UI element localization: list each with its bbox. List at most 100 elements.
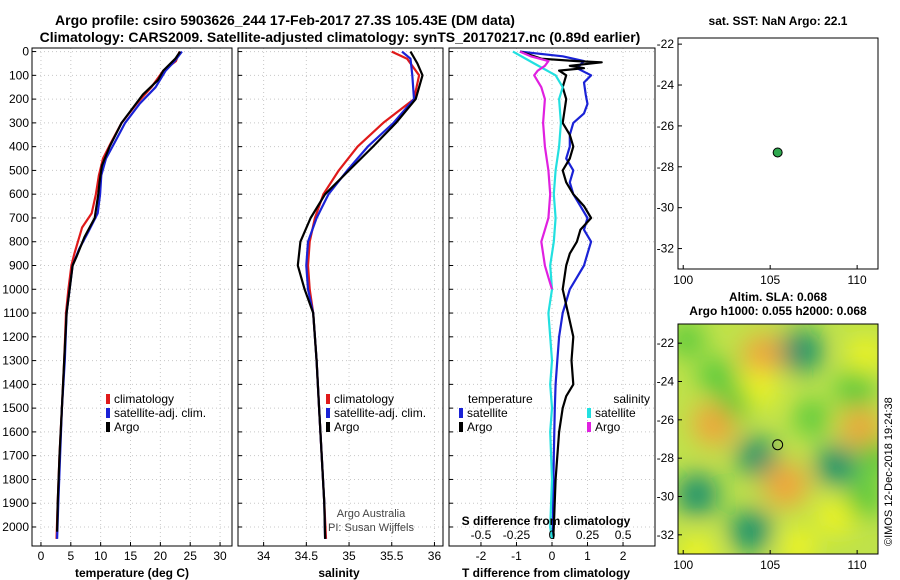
- depth-tick-label: 1800: [2, 472, 29, 486]
- salinity-x-ticks: 34 34.5 35 35.5 36: [257, 549, 442, 563]
- depth-tick-label: 1100: [3, 306, 29, 320]
- x-tick-label: 34.5: [295, 549, 319, 563]
- sla-blob: [780, 329, 823, 372]
- series-line-temperature-satellite: [519, 50, 593, 539]
- depth-tick-label: 1300: [2, 354, 29, 368]
- depth-tick-label: 300: [9, 116, 29, 130]
- sla-blob: [815, 445, 857, 487]
- depth-tick-label: 700: [9, 211, 29, 225]
- difference-panel: -2 -1 0 1 2 -0.5 -0.25 0 0.25 0.5 S difference f…: [448, 47, 656, 580]
- x-tick-label: 2: [620, 549, 627, 563]
- legend3-swatch-s-satellite: [587, 408, 591, 418]
- sla-blob: [780, 528, 816, 554]
- s-tick-label: 0: [549, 528, 556, 542]
- sla-blob: [818, 497, 855, 534]
- legend3-swatch-t-argo: [459, 422, 463, 432]
- series-line-argo: [296, 51, 424, 539]
- series-line-argo: [56, 50, 182, 532]
- sst-map-points: [772, 147, 783, 158]
- difference-s-ticks: -0.5 -0.25 0 0.25 0.5: [471, 528, 632, 542]
- lat-tick-label: -24: [657, 78, 675, 92]
- sst-map-ticks: 100 105 110 -22 -24 -26 -28 -30 -32: [657, 37, 867, 287]
- sla-heatmap-cells: [678, 324, 878, 554]
- depth-tick-label: 0: [22, 45, 29, 59]
- difference-legend: temperature salinity satellite Argo sate…: [459, 392, 650, 434]
- x-tick-label: 15: [124, 549, 138, 563]
- lon-tick-label: 105: [760, 273, 780, 287]
- x-tick-label: 35: [342, 549, 356, 563]
- salinity-series: [296, 50, 424, 539]
- sla-blob: [736, 436, 776, 476]
- sla-blob: [841, 408, 878, 447]
- legend3-swatch-s-argo: [587, 422, 591, 432]
- depth-tick-label: 1600: [2, 425, 29, 439]
- x-tick-label: 30: [213, 549, 227, 563]
- depth-tick-label: 1900: [2, 496, 29, 510]
- legend3-swatch-t-satellite: [459, 408, 463, 418]
- lat-tick-label: -30: [657, 201, 675, 215]
- lat-tick-label: -26: [657, 119, 675, 133]
- credit-line2: PI: Susan Wijffels: [328, 522, 414, 534]
- s-difference-axis-label: S difference from climatology: [462, 514, 631, 528]
- sla-heatmap: [678, 324, 878, 554]
- x-tick-label: 0: [38, 549, 45, 563]
- sla-blob: [678, 473, 719, 516]
- sla-blob: [678, 324, 704, 357]
- s-tick-label: -0.5: [471, 528, 492, 542]
- x-tick-label: 1: [584, 549, 591, 563]
- depth-tick-label: 1200: [2, 330, 29, 344]
- depth-tick-label: 800: [9, 235, 29, 249]
- legend3-header-salinity: salinity: [613, 392, 650, 406]
- figure-title-line2: Climatology: CARS2009. Satellite-adjuste…: [40, 29, 641, 45]
- temperature-axis-label: temperature (deg C): [75, 566, 189, 580]
- temperature-series: [55, 50, 183, 539]
- temperature-legend: climatology satellite-adj. clim. Argo: [106, 392, 206, 434]
- credit-line1: Argo Australia: [337, 508, 406, 520]
- float-position-marker: [772, 147, 783, 158]
- lat-tick-label: -30: [657, 490, 675, 504]
- lat-tick-label: -28: [657, 160, 675, 174]
- depth-tick-label: 2000: [2, 520, 29, 534]
- legend3-header-temperature: temperature: [468, 392, 533, 406]
- legend3-label-s-satellite: satellite: [595, 406, 636, 420]
- sla-map-marker: [772, 439, 784, 451]
- lat-tick-label: -22: [657, 336, 675, 350]
- difference-x-ticks: -2 -1 0 1 2: [476, 549, 627, 563]
- lat-tick-label: -32: [657, 242, 675, 256]
- legend3-label-s-argo: Argo: [595, 420, 621, 434]
- depth-tick-label: 400: [9, 140, 29, 154]
- temperature-plot-frame: [31, 47, 233, 547]
- depth-tick-label: 600: [9, 187, 29, 201]
- lon-tick-label: 110: [848, 273, 867, 287]
- t-difference-axis-label: T difference from climatology: [462, 566, 630, 580]
- legend2-swatch-satellite-adj: [326, 408, 330, 418]
- sla-blob: [848, 337, 878, 372]
- lat-tick-label: -26: [657, 413, 675, 427]
- lon-tick-label: 100: [673, 273, 693, 287]
- series-line-salinity-argo: [519, 50, 554, 290]
- difference-plot-frame: [448, 47, 656, 547]
- depth-tick-label: 100: [9, 68, 29, 82]
- s-tick-label: -0.25: [503, 528, 531, 542]
- sla-map-panel: Altim. SLA: 0.068 Argo h1000: 0.055 h200…: [657, 290, 879, 572]
- legend-label-climatology: climatology: [114, 392, 174, 406]
- x-tick-label: 10: [94, 549, 108, 563]
- sla-blob: [794, 400, 829, 435]
- legend2-swatch-climatology: [326, 394, 330, 404]
- salinity-legend: climatology satellite-adj. clim. Argo: [326, 392, 426, 434]
- legend2-swatch-argo: [326, 422, 330, 432]
- sla-blob: [845, 479, 878, 518]
- legend2-label-satellite-adj: satellite-adj. clim.: [334, 406, 426, 420]
- series-line-climatology: [306, 50, 421, 539]
- x-tick-label: 36: [428, 549, 442, 563]
- depth-tick-label: 1700: [2, 449, 29, 463]
- imos-timestamp: ©IMOS 12-Dec-2018 19:24:38: [883, 397, 895, 546]
- sla-map-frame: [677, 323, 879, 555]
- depth-tick-label: 500: [9, 163, 29, 177]
- salinity-plot-frame: [237, 47, 444, 547]
- series-line-temperature-argo: [519, 50, 603, 539]
- sla-blob: [858, 440, 878, 477]
- legend-swatch-argo: [106, 422, 110, 432]
- sla-map-subtitle: Argo h1000: 0.055 h2000: 0.068: [689, 304, 867, 318]
- legend2-label-argo: Argo: [334, 420, 360, 434]
